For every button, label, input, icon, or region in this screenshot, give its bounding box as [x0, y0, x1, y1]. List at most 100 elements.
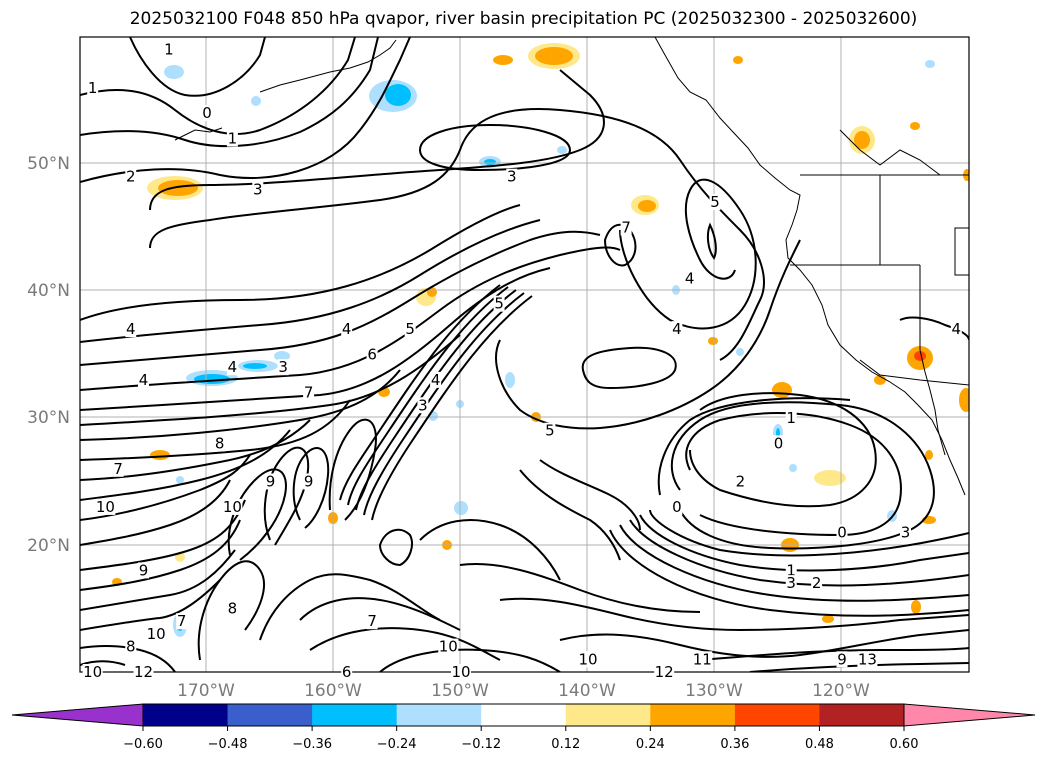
colorbar-tick-label: −0.48 — [208, 737, 248, 752]
contour-label: 3 — [418, 396, 428, 414]
colorbar-frame — [142, 703, 905, 727]
contour-label: 4 — [139, 371, 149, 389]
contour-label: 3 — [507, 168, 517, 186]
contour-label: 4 — [431, 371, 441, 389]
lon-tick-label: 120°W — [812, 681, 870, 701]
colorbar-tick-label: 0.48 — [805, 737, 834, 752]
contour-label: 8 — [215, 434, 225, 452]
lon-axis-labels: 170°W 160°W 150°W 140°W 130°W 120°W — [177, 681, 870, 701]
qvapor-contours — [80, 37, 969, 672]
contour-label: 3 — [786, 574, 796, 592]
contour-label-background — [417, 397, 429, 414]
contour-label-background — [785, 575, 797, 592]
contour-label-background — [133, 664, 154, 680]
contour-label-background — [125, 168, 137, 185]
colorbar-swatch — [650, 704, 736, 726]
contour-label-background — [125, 321, 137, 338]
colorbar-tick-label: −0.12 — [461, 737, 501, 752]
contour-label-background — [138, 562, 149, 579]
colorbar-extend-max — [903, 703, 1036, 727]
contour-label: 10 — [83, 663, 102, 681]
contour-label: 9 — [139, 561, 149, 579]
colorbar-tick-label: 0.36 — [720, 737, 749, 752]
contour-label-background — [438, 638, 459, 655]
contour-label: 4 — [126, 320, 136, 338]
contour-label: 10 — [578, 650, 597, 668]
contour-label-background — [277, 359, 289, 376]
contour-label-background — [451, 664, 471, 680]
lon-tick-label: 160°W — [304, 681, 362, 701]
contour-label: 6 — [342, 663, 352, 681]
contour-label: 3 — [901, 523, 911, 541]
contour-label-background — [950, 321, 962, 338]
contour-label: 4 — [952, 320, 962, 338]
colorbar-tick-label: −0.60 — [123, 737, 163, 752]
contour-label-background — [671, 321, 683, 338]
contour-label: 10 — [223, 498, 242, 516]
contour-label-background — [252, 181, 264, 198]
contour-label: 10 — [147, 625, 166, 643]
contour-label-background — [226, 130, 238, 147]
contour-label: 1 — [228, 130, 238, 148]
contour-label: 7 — [304, 384, 314, 402]
colorbar-swatch — [143, 704, 229, 726]
contour-label-background — [341, 321, 353, 338]
colorbar-tick-label: −0.24 — [377, 737, 417, 752]
contour-label-background — [138, 371, 149, 388]
contour-label: 9 — [837, 650, 847, 668]
contour-label: 0 — [672, 498, 682, 516]
lat-tick-label: 20°N — [27, 536, 70, 556]
contour-label-background — [692, 651, 713, 668]
contour-label: 7 — [177, 612, 187, 630]
contour-label-background — [734, 473, 746, 490]
contour-label: 0 — [202, 104, 212, 122]
contour-label: 11 — [693, 650, 712, 668]
lat-tick-label: 30°N — [27, 408, 70, 428]
colorbar-swatch — [396, 704, 482, 726]
contour-label-background — [214, 435, 226, 452]
contour-label: 0 — [774, 434, 784, 452]
contour-label: 8 — [126, 638, 136, 656]
contour-label: 4 — [672, 320, 682, 338]
contour-label: 13 — [858, 650, 877, 668]
map-frame — [79, 36, 970, 673]
contour-label-background — [620, 219, 632, 236]
contour-label-background — [303, 384, 315, 401]
contour-label-background — [146, 625, 167, 642]
colorbar-swatch — [481, 704, 567, 726]
contour-label: 7 — [367, 612, 377, 630]
lon-tick-label: 130°W — [685, 681, 743, 701]
colorbar-tick-label: −0.36 — [292, 737, 332, 752]
contour-label: 10 — [439, 638, 458, 656]
contour-label: 2 — [126, 168, 136, 186]
colorbar-tick-label: 0.24 — [636, 737, 665, 752]
contour-label-background — [857, 651, 878, 668]
contour-label: 4 — [228, 358, 238, 376]
lon-tick-label: 140°W — [558, 681, 616, 701]
contour-label: 1 — [786, 409, 796, 427]
contour-label: 1 — [88, 79, 98, 97]
contour-label: 4 — [685, 269, 695, 287]
colorbar-tick-label: 0.12 — [551, 737, 580, 752]
contour-label-background — [303, 473, 315, 490]
contour-label: 1 — [786, 561, 796, 579]
contour-label: 5 — [405, 320, 415, 338]
contour-label: 7 — [621, 219, 631, 237]
colorbar-swatch — [565, 704, 651, 726]
contour-label: 3 — [278, 358, 288, 376]
colorbar-swatches — [11, 703, 1036, 727]
contour-label-background — [176, 613, 188, 630]
contour-label-background — [836, 651, 848, 668]
contour-label: 2 — [812, 574, 822, 592]
colorbar-tick-label: 0.60 — [890, 737, 919, 752]
contour-label-background — [773, 435, 784, 452]
contour-label-background — [226, 600, 238, 617]
contour-label-background — [578, 651, 598, 668]
precip-anomaly-shading — [112, 43, 969, 637]
colorbar-tick-labels: −0.60 −0.48 −0.36 −0.24 −0.12 0.12 0.24 0.36 0.4… — [123, 726, 918, 752]
contour-label-background — [404, 321, 416, 338]
contour-label: 6 — [367, 346, 377, 364]
